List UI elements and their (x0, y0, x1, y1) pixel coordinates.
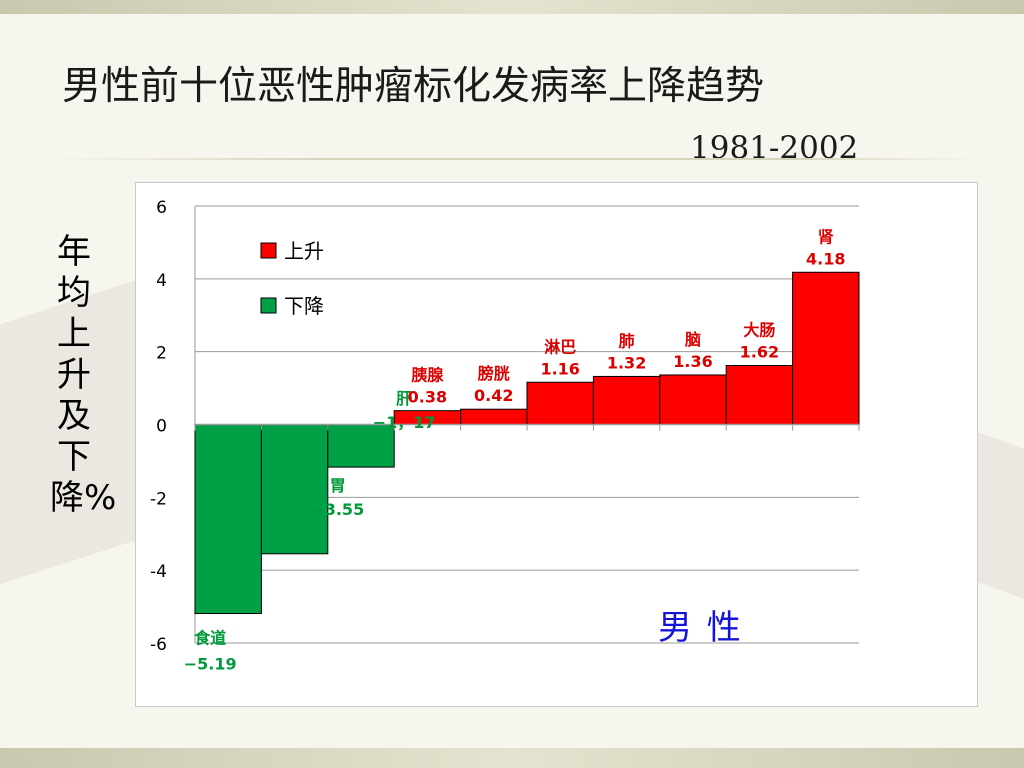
bar-fall (327, 424, 395, 468)
bar-rise (526, 381, 594, 425)
bar-fall (194, 424, 262, 615)
bar-rise (460, 408, 528, 426)
background-decor-right (975, 431, 1024, 599)
bar-value-label: −3.55 (311, 500, 364, 519)
bar-value-label: 4.18 (806, 249, 845, 268)
bar-value-label: −1，17 (373, 413, 436, 432)
bar-category-label: 淋巴 (544, 337, 576, 356)
y-tick-label: 2 (156, 344, 167, 364)
title-divider (50, 158, 975, 160)
slide-title: 男性前十位恶性肿瘤标化发病率上降趋势 (62, 64, 765, 109)
legend-swatch-rise (260, 242, 277, 259)
chart-area: 6 4 2 0 -2 -4 -6 食道 −5.19 胃 −3.55 肝 −1，17 胰腺 0.38 膀胱 0.4… (135, 182, 978, 707)
y-tick-label: 6 (156, 198, 167, 218)
bar-value-label: 1.16 (540, 359, 579, 378)
bar-fall (260, 424, 329, 555)
bar-value-label: 1.36 (673, 352, 712, 371)
slide-subtitle: 1981-2002 (690, 130, 859, 166)
bar-category-label: 大肠 (743, 321, 775, 340)
bar-value-label: −5.19 (184, 655, 237, 674)
y-tick-label: -6 (150, 635, 167, 655)
bar-category-label: 胃 (330, 476, 346, 495)
bar-rise (792, 271, 860, 425)
y-tick-label: 0 (156, 417, 167, 437)
legend-label: 下降 (284, 294, 324, 318)
bar-category-label: 胰腺 (411, 366, 444, 385)
bar-rise (725, 365, 794, 426)
bar-category-label: 肾 (818, 227, 834, 246)
bar-value-label: 1.32 (607, 353, 646, 372)
y-tick-label: -2 (150, 489, 167, 509)
sex-label: 男 性 (658, 608, 743, 648)
bar-category-label: 膀胱 (478, 364, 510, 383)
bar-value-label: 0.42 (474, 386, 513, 405)
legend-swatch-fall (260, 297, 277, 314)
bar-category-label: 食道 (193, 629, 226, 648)
bar-value-label: 1.62 (740, 343, 779, 362)
top-decor-band (0, 0, 1024, 14)
y-tick-label: 4 (156, 271, 167, 291)
bar-category-label: 肺 (619, 331, 635, 350)
bottom-decor-band (0, 748, 1024, 768)
bar-chart: 6 4 2 0 -2 -4 -6 食道 −5.19 胃 −3.55 肝 −1，17 胰腺 0.38 膀胱 0.4… (150, 198, 860, 674)
y-tick-label: -4 (150, 562, 167, 582)
bar-value-label: 0.38 (408, 388, 447, 407)
bar-category-label: 肝 (396, 389, 412, 408)
y-axis-label: 年均上升及下降% (50, 232, 117, 518)
bar-rise (592, 375, 661, 425)
bar-category-label: 脑 (685, 330, 701, 349)
bar-rise (659, 374, 727, 425)
legend-label: 上升 (284, 239, 324, 263)
